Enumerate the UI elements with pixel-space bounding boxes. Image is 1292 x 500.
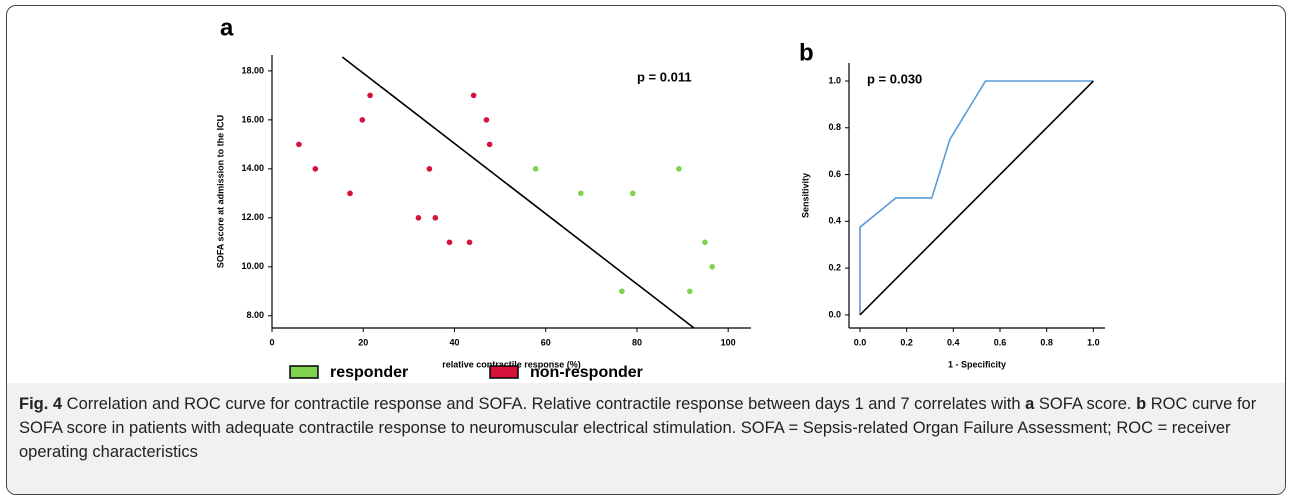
y-tick-label: 14.00	[241, 163, 264, 173]
point	[676, 166, 682, 172]
caption-text: ROC curve for SOFA score in patients wit…	[19, 395, 1257, 461]
point	[630, 190, 636, 197]
y-tick-label: 16.00	[241, 114, 264, 124]
x-axis-label: 1 - Specificity	[948, 359, 1006, 369]
y-axis-label: Sensitivity	[800, 173, 810, 218]
y-tick-label: 10.00	[241, 261, 264, 271]
panel-label: a	[220, 14, 234, 41]
point	[578, 190, 584, 197]
caption-text: Correlation and ROC curve for contractil…	[62, 395, 1026, 413]
legend-label: responder	[330, 364, 408, 381]
x-tick-label: 20	[358, 337, 368, 347]
point	[470, 92, 477, 99]
point	[432, 215, 439, 221]
x-tick-label: 0	[269, 337, 274, 347]
y-tick-label: 12.00	[241, 212, 264, 222]
y-tick-label: 18.00	[241, 65, 264, 75]
figure: a 0 20 40 60 80 100 8.00 10.00 12.00 14.00 16.00 18.…	[6, 5, 1286, 495]
x-tick-label: 0.6	[994, 337, 1007, 347]
x-tick-label: 40	[449, 337, 459, 347]
y-tick-label: 0.4	[828, 216, 841, 226]
annotation: p = 0.030	[867, 71, 922, 86]
x-tick-label: 60	[541, 337, 551, 347]
y-tick-label: 0.6	[828, 169, 841, 179]
point	[619, 288, 625, 295]
x-axis-label: relative contractile response (%)	[442, 359, 581, 369]
point	[367, 92, 373, 99]
x-tick-label: 100	[721, 337, 736, 347]
point	[347, 190, 353, 197]
point	[466, 239, 473, 246]
caption-text: b	[1136, 395, 1147, 413]
legend-label: non-responder	[530, 364, 643, 381]
legend-swatch	[289, 365, 319, 379]
point	[426, 166, 433, 172]
x-tick-label: 1.0	[1087, 337, 1100, 347]
x-tick-label: 0.8	[1040, 337, 1053, 347]
y-tick-label: 1.0	[828, 75, 841, 85]
roc-line	[859, 80, 1094, 316]
x-tick-label: 0.4	[947, 337, 960, 347]
trend-line	[341, 56, 695, 329]
point	[415, 215, 422, 221]
x-tick-label: 0.2	[900, 337, 913, 347]
panel-label: b	[799, 39, 814, 66]
y-axis-label: SOFA score at admission to the ICU	[215, 115, 225, 268]
point	[359, 117, 366, 123]
caption-text: SOFA score.	[1034, 395, 1137, 413]
roc-line	[859, 80, 1094, 315]
y-tick-label: 0.2	[828, 262, 841, 272]
point	[483, 117, 490, 123]
chart: a 0 20 40 60 80 100 8.00 10.00 12.00 14.00 16.00 18.…	[215, 14, 1105, 381]
x-tick-label: 0.0	[854, 337, 867, 347]
annotation: p = 0.011	[637, 69, 692, 84]
point	[296, 141, 302, 148]
point	[312, 166, 319, 172]
point	[486, 141, 493, 148]
y-tick-label: 0.0	[828, 309, 841, 319]
point	[702, 239, 708, 246]
point	[446, 239, 453, 246]
caption-text: Fig. 4	[19, 395, 63, 413]
y-tick-label: 8.00	[246, 310, 264, 320]
y-tick-label: 0.8	[828, 122, 841, 132]
point	[687, 288, 693, 295]
caption: Fig. 4 Correlation and ROC curve for con…	[7, 383, 1285, 494]
point	[532, 166, 539, 172]
caption-text: a	[1025, 395, 1035, 413]
x-tick-label: 80	[632, 337, 642, 347]
point	[709, 263, 716, 270]
legend-swatch	[489, 365, 519, 379]
